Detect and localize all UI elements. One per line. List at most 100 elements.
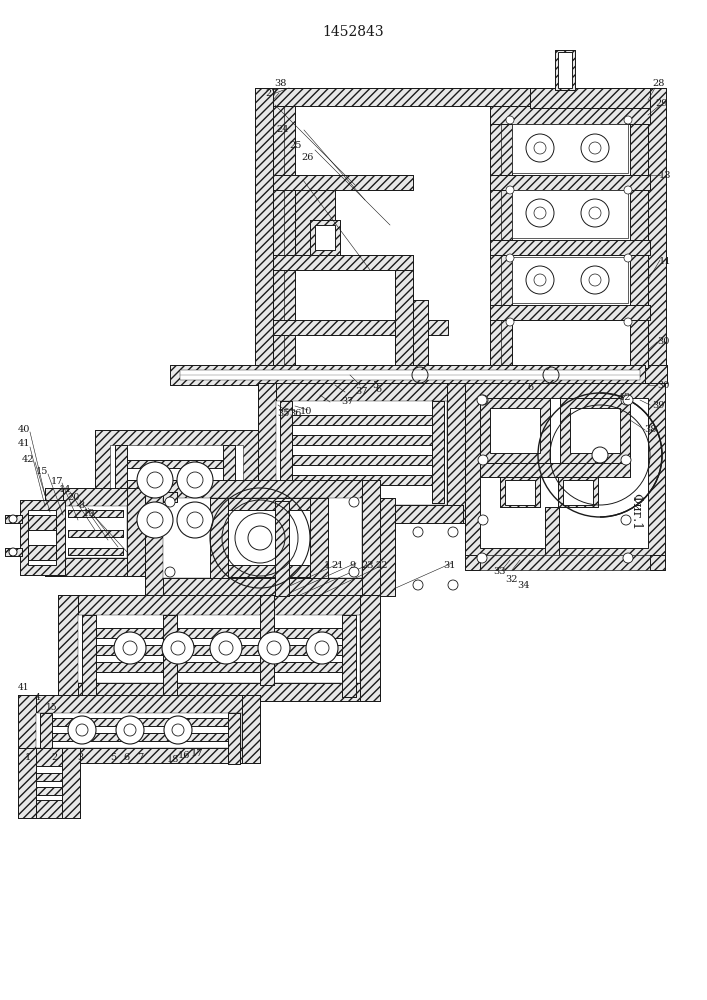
Text: 8: 8 xyxy=(78,502,84,510)
Text: 25: 25 xyxy=(290,140,302,149)
Text: 6: 6 xyxy=(375,385,381,394)
Bar xyxy=(560,398,630,463)
Bar xyxy=(258,383,276,523)
Bar xyxy=(36,713,242,748)
Bar xyxy=(273,175,413,190)
Bar xyxy=(145,480,380,498)
Text: 30: 30 xyxy=(657,380,670,389)
Bar xyxy=(380,498,395,596)
Bar xyxy=(260,595,274,685)
Bar xyxy=(275,501,289,596)
Bar xyxy=(273,106,295,366)
Bar xyxy=(18,748,260,763)
Bar xyxy=(555,50,575,90)
Bar xyxy=(18,695,260,713)
Bar xyxy=(45,488,63,576)
Bar xyxy=(115,540,235,548)
Bar xyxy=(115,445,127,550)
Text: 31: 31 xyxy=(444,560,456,570)
Circle shape xyxy=(315,641,329,655)
Bar xyxy=(395,270,413,365)
Text: 20: 20 xyxy=(68,493,80,502)
Bar xyxy=(280,455,440,465)
Bar xyxy=(145,480,163,596)
Circle shape xyxy=(624,254,632,262)
Bar xyxy=(210,498,228,578)
Circle shape xyxy=(581,266,609,294)
Circle shape xyxy=(621,395,631,405)
Bar xyxy=(115,520,235,528)
Circle shape xyxy=(526,199,554,227)
Circle shape xyxy=(589,142,601,154)
Text: 16: 16 xyxy=(178,752,190,760)
Circle shape xyxy=(448,527,458,537)
Bar xyxy=(242,695,260,763)
Bar xyxy=(413,300,428,365)
Bar xyxy=(145,480,380,498)
Circle shape xyxy=(162,632,194,664)
Text: 40: 40 xyxy=(18,424,30,434)
Text: 30: 30 xyxy=(657,338,670,347)
Bar xyxy=(36,766,62,800)
Text: 36: 36 xyxy=(289,408,301,418)
Bar xyxy=(280,401,292,503)
Bar xyxy=(480,398,550,463)
Circle shape xyxy=(477,553,487,563)
Bar xyxy=(145,480,163,596)
Circle shape xyxy=(506,116,514,124)
Circle shape xyxy=(258,632,290,664)
Bar xyxy=(280,415,440,425)
Bar xyxy=(228,498,310,510)
Bar xyxy=(255,365,667,383)
Bar xyxy=(563,480,593,505)
Bar xyxy=(170,365,645,385)
Text: 38: 38 xyxy=(644,426,656,434)
Text: 38: 38 xyxy=(274,79,286,88)
Bar xyxy=(490,240,650,255)
Bar xyxy=(115,500,235,508)
Bar xyxy=(512,257,628,303)
Bar xyxy=(82,615,96,697)
Bar xyxy=(78,615,360,683)
Circle shape xyxy=(187,512,203,528)
Bar xyxy=(36,787,62,795)
Text: 33: 33 xyxy=(493,568,506,576)
Bar xyxy=(45,488,145,506)
Circle shape xyxy=(171,641,185,655)
Bar xyxy=(40,733,238,741)
Bar xyxy=(115,520,235,528)
Bar xyxy=(68,510,123,517)
Bar xyxy=(45,488,63,576)
Bar xyxy=(447,383,465,523)
Bar xyxy=(558,477,598,507)
Bar xyxy=(82,645,356,655)
Bar xyxy=(163,498,362,578)
Bar xyxy=(362,480,380,596)
Bar xyxy=(490,305,650,320)
Bar xyxy=(258,383,276,523)
Bar xyxy=(95,430,258,575)
Bar xyxy=(258,505,463,523)
Bar xyxy=(68,548,123,555)
Circle shape xyxy=(165,497,175,507)
Circle shape xyxy=(413,580,423,590)
Text: 5: 5 xyxy=(372,380,378,389)
Bar xyxy=(276,401,447,505)
Text: 17: 17 xyxy=(191,748,203,758)
Bar xyxy=(18,748,80,766)
Circle shape xyxy=(306,632,338,664)
Text: 12: 12 xyxy=(619,393,631,402)
Bar xyxy=(480,463,630,477)
Bar xyxy=(115,500,235,508)
Circle shape xyxy=(448,580,458,590)
Circle shape xyxy=(478,455,488,465)
Bar xyxy=(58,595,78,701)
Text: 2: 2 xyxy=(52,754,58,762)
Bar xyxy=(255,88,273,383)
Circle shape xyxy=(478,395,488,405)
Text: 13: 13 xyxy=(659,170,671,180)
Circle shape xyxy=(624,116,632,124)
Bar xyxy=(45,488,145,506)
Bar xyxy=(395,270,413,365)
Bar xyxy=(500,477,540,507)
